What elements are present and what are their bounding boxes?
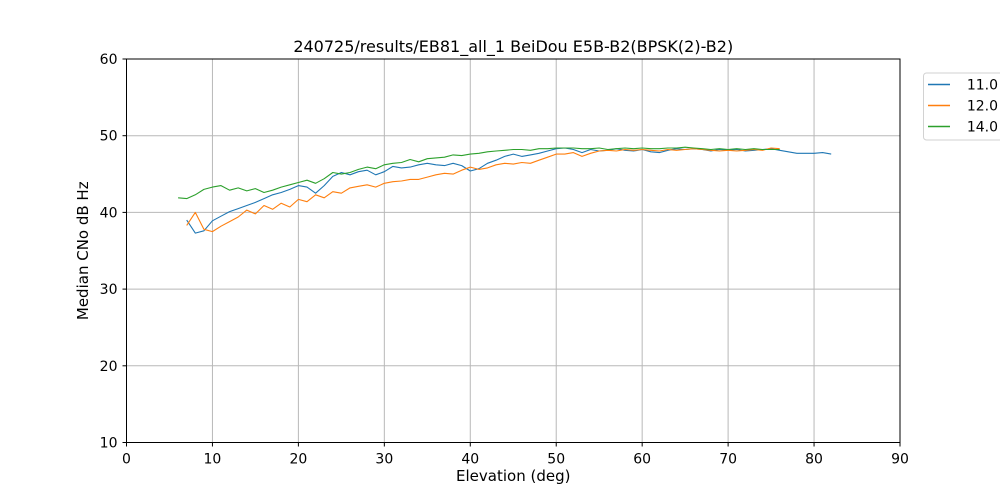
y-axis-label: Median CNo dB Hz: [74, 181, 92, 320]
chart-title: 240725/results/EB81_all_1 BeiDou E5B-B2(…: [293, 37, 733, 57]
x-tick-label: 70: [719, 452, 737, 468]
line-series-14.0: [178, 146, 780, 200]
axes-spines: [126, 58, 901, 443]
legend-label: 12.0: [967, 99, 998, 115]
y-tick-label: 50: [100, 129, 118, 145]
x-tick-label: 20: [289, 452, 307, 468]
legend-box: [923, 72, 1000, 141]
x-tick-label: 90: [891, 452, 909, 468]
tick-marks: [122, 58, 901, 447]
x-tick-label: 10: [204, 452, 222, 468]
y-tick-label: 20: [100, 359, 118, 375]
series-lines: [178, 146, 832, 234]
x-tick-label: 0: [122, 452, 131, 468]
x-tick-label: 40: [461, 452, 479, 468]
x-axis-label: Elevation (deg): [456, 467, 570, 485]
y-tick-label: 40: [100, 205, 118, 221]
legend-label: 11.0: [967, 78, 998, 94]
x-tick-label: 30: [375, 452, 393, 468]
legend-label: 14.0: [967, 120, 998, 136]
legend: 11.0 12.0 14.0: [923, 72, 1000, 141]
gridlines: [126, 58, 901, 443]
y-tick-label: 60: [100, 52, 118, 68]
line-series-11.0: [186, 147, 832, 234]
y-tick-label: 10: [100, 436, 118, 452]
y-tick-label: 30: [100, 282, 118, 298]
line-series-12.0: [186, 147, 780, 233]
x-tick-label: 80: [805, 452, 823, 468]
x-tick-label: 50: [547, 452, 565, 468]
x-tick-label: 60: [633, 452, 651, 468]
